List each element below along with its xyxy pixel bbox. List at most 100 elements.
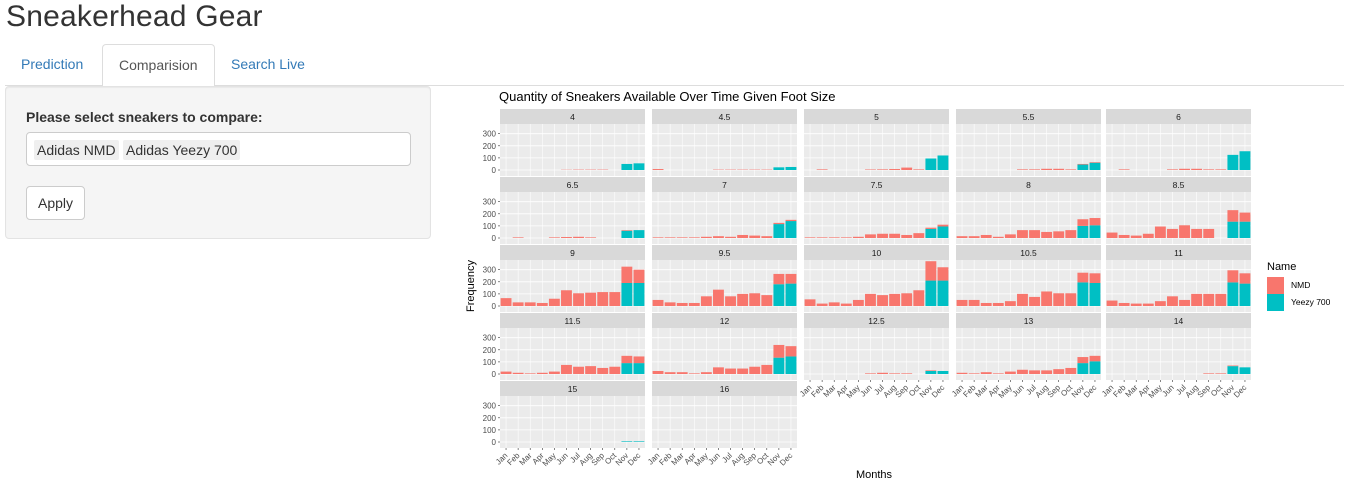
- bar-nmd-nov: [621, 266, 633, 283]
- bar-nmd-oct: [913, 233, 925, 238]
- y-tick-label: 100: [483, 154, 497, 163]
- bar-yeezy-nov: [925, 228, 937, 238]
- selected-chip[interactable]: Adidas Yeezy 700: [123, 140, 241, 160]
- bar-nmd-aug: [585, 366, 597, 374]
- bar-nmd-feb: [816, 169, 828, 170]
- facet-strip: [500, 381, 645, 396]
- bar-nmd-feb: [816, 237, 828, 238]
- bar-nmd-jun: [1017, 293, 1028, 306]
- bar-nmd-may: [1004, 371, 1016, 374]
- bar-nmd-apr: [992, 236, 1004, 238]
- bar-nmd-sep: [901, 373, 913, 374]
- bar-nmd-oct: [913, 290, 925, 306]
- facet-panel-7-5: 7.5: [804, 177, 949, 244]
- facet-strip: [956, 313, 1101, 328]
- bar-nmd-oct: [1065, 367, 1077, 374]
- legend: Name NMD Yeezy 700: [1267, 261, 1331, 311]
- bar-nmd-oct: [1215, 169, 1227, 170]
- bar-nmd-dec: [937, 224, 949, 227]
- bar-yeezy-dec: [1089, 361, 1101, 374]
- facet-panel-bg: [1106, 124, 1251, 176]
- tab-comparision[interactable]: Comparision: [102, 44, 215, 87]
- y-tick-label: 200: [483, 346, 497, 355]
- bar-nmd-aug: [889, 373, 901, 374]
- tab-bar: Prediction Comparision Search Live: [5, 44, 1344, 87]
- bar-yeezy-nov: [621, 230, 633, 238]
- bar-nmd-apr: [992, 373, 1004, 374]
- legend-label-nmd: NMD: [1291, 280, 1310, 290]
- bar-nmd-nov: [1077, 219, 1089, 226]
- bar-yeezy-nov: [1227, 282, 1239, 306]
- y-tick-label: 300: [483, 130, 497, 139]
- bar-nmd-dec: [1239, 212, 1251, 222]
- bar-nmd-feb: [1118, 234, 1130, 238]
- bar-nmd-jun: [865, 234, 876, 238]
- bar-nmd-may: [1154, 226, 1166, 238]
- apply-button[interactable]: Apply: [26, 186, 86, 220]
- bar-nmd-feb: [1118, 302, 1130, 306]
- bar-yeezy-dec: [1239, 151, 1251, 170]
- tab-prediction[interactable]: Prediction: [21, 56, 84, 72]
- facet-strip-label: 4.5: [719, 112, 731, 122]
- facet-strip-label: 16: [720, 384, 730, 394]
- facet-strip: [956, 109, 1101, 124]
- bar-nmd-jan: [804, 237, 816, 238]
- bar-nmd-nov: [1227, 210, 1239, 222]
- facet-strip-label: 9.5: [719, 248, 731, 258]
- bar-nmd-feb: [664, 237, 676, 238]
- bar-nmd-jul: [725, 296, 736, 306]
- facet-strip: [1106, 177, 1251, 192]
- facet-panel-bg: [652, 260, 797, 312]
- facet-strip: [956, 177, 1101, 192]
- app-title: Sneakerhead Gear: [6, 0, 263, 33]
- bar-nmd-feb: [512, 302, 524, 306]
- tab-search-live[interactable]: Search Live: [231, 56, 305, 72]
- bar-nmd-jan: [804, 299, 816, 306]
- bar-yeezy-nov: [925, 280, 937, 306]
- y-tick-label: 200: [483, 414, 497, 423]
- bar-nmd-apr: [992, 302, 1004, 306]
- facet-strip: [652, 381, 797, 396]
- bar-nmd-jan: [956, 236, 968, 238]
- bar-nmd-oct: [1065, 230, 1077, 238]
- bar-nmd-nov: [1077, 163, 1089, 165]
- facet-panel-9-5: 9.5: [652, 245, 797, 312]
- bar-nmd-sep: [1053, 231, 1065, 238]
- facet-panel-6: 6: [1106, 109, 1251, 176]
- bar-nmd-jan: [956, 299, 968, 306]
- bar-yeezy-dec: [633, 163, 645, 170]
- bar-nmd-jun: [1167, 228, 1178, 238]
- bar-nmd-feb: [968, 236, 980, 238]
- bar-nmd-may: [548, 298, 560, 306]
- facet-strip-label: 11: [1174, 248, 1183, 258]
- facet-panel-4: 4 0 100 200 300: [483, 109, 645, 176]
- facet-strip: [1106, 109, 1251, 124]
- facet-strip: [500, 245, 645, 260]
- bar-yeezy-dec: [785, 166, 797, 170]
- bar-nmd-aug: [1041, 291, 1053, 306]
- sneaker-multiselect[interactable]: Adidas NMD Adidas Yeezy 700: [26, 132, 411, 166]
- facet-panel-6-5: 6.5 0 100 200 300: [483, 177, 645, 244]
- bar-yeezy-dec: [1239, 367, 1251, 374]
- legend-label-yeezy: Yeezy 700: [1291, 297, 1331, 307]
- facet-strip-label: 13: [1024, 316, 1034, 326]
- bar-nmd-aug: [737, 368, 749, 374]
- bar-nmd-nov: [925, 227, 937, 229]
- bar-nmd-jul: [725, 368, 736, 374]
- bar-nmd-aug: [1191, 293, 1203, 306]
- bar-nmd-jun: [1167, 296, 1178, 306]
- bar-nmd-jul: [573, 293, 584, 306]
- bar-nmd-mar: [980, 302, 992, 306]
- facet-strip-label: 5: [874, 112, 879, 122]
- selected-chip[interactable]: Adidas NMD: [34, 140, 119, 160]
- facet-panel-5-5: 5.5: [956, 109, 1101, 176]
- bar-nmd-jun: [1017, 230, 1028, 238]
- bar-nmd-apr: [840, 237, 852, 238]
- bar-yeezy-dec: [1239, 283, 1251, 306]
- bar-nmd-aug: [889, 169, 901, 170]
- bar-nmd-aug: [1041, 168, 1053, 170]
- facet-panel-bg: [804, 192, 949, 244]
- bar-nmd-apr: [840, 303, 852, 306]
- bar-nmd-mar: [980, 372, 992, 374]
